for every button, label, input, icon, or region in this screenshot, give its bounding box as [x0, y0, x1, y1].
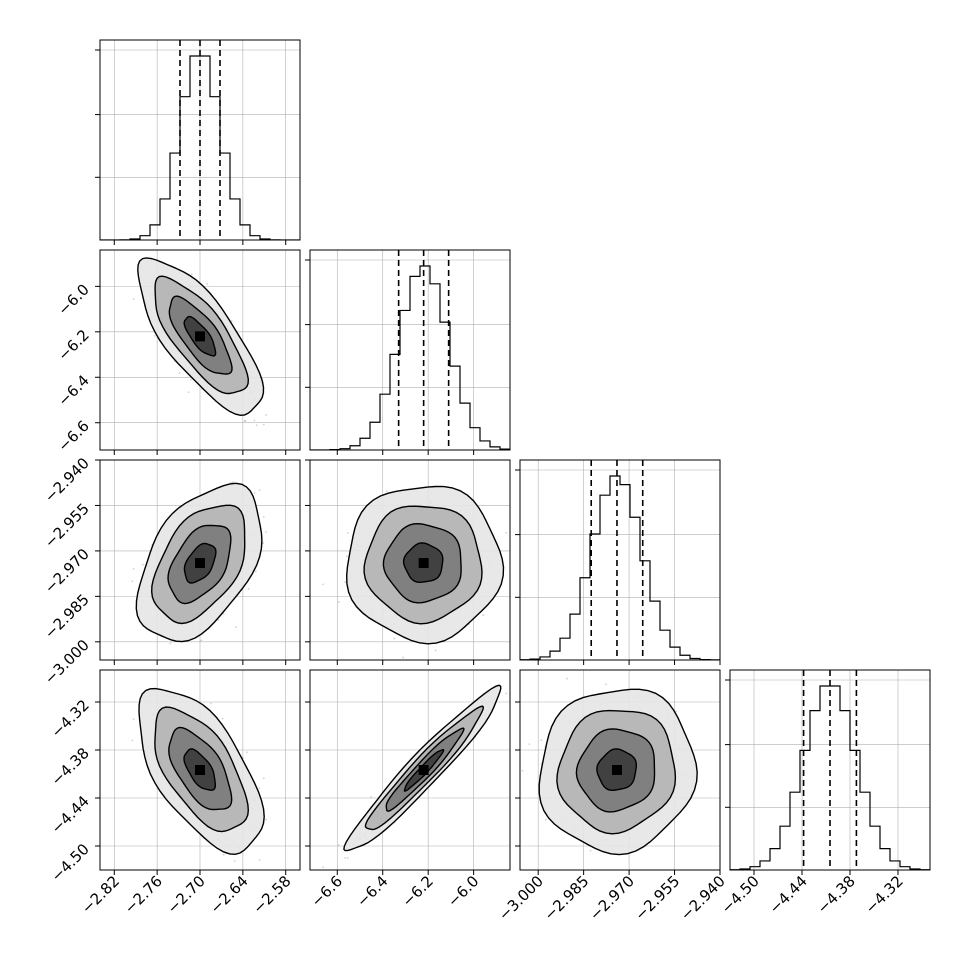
histogram-p2	[520, 475, 720, 660]
y-tick-label: −2.985	[41, 590, 93, 642]
scatter-point	[402, 656, 404, 659]
scatter-point	[244, 419, 246, 422]
scatter-point	[206, 283, 209, 285]
y-tick-label: −6.2	[54, 326, 92, 364]
scatter-point	[393, 637, 396, 640]
scatter-point	[344, 581, 346, 584]
scatter-point	[131, 580, 134, 583]
scatter-point	[190, 273, 193, 275]
y-tick-label: −6.0	[54, 280, 92, 318]
panel-2-1	[309, 459, 514, 661]
scatter-point	[262, 515, 265, 518]
scatter-point	[187, 391, 190, 394]
panel-1-1	[305, 249, 511, 451]
panel-frame	[519, 459, 721, 661]
contours	[345, 485, 505, 645]
scatter-point	[254, 570, 257, 573]
y-tick-label: −6.6	[54, 417, 92, 455]
scatter-point	[265, 413, 267, 416]
scatter-point	[385, 490, 388, 493]
scatter-point	[346, 532, 349, 534]
y-tick-label: −2.970	[41, 545, 93, 597]
panel-1-0	[99, 249, 301, 451]
density-peak	[195, 331, 205, 342]
scatter-point	[262, 542, 265, 544]
scatter-point	[262, 423, 265, 426]
scatter-point	[265, 530, 267, 533]
scatter-point	[132, 298, 135, 300]
density-peak	[418, 558, 429, 569]
scatter-point	[244, 420, 247, 422]
scatter-point	[322, 583, 325, 586]
panel-2-0	[99, 459, 301, 661]
scatter-point	[345, 555, 348, 558]
scatter-point	[247, 588, 250, 590]
scatter-point	[217, 619, 220, 621]
y-tick-label: −2.940	[41, 454, 93, 506]
scatter-point	[178, 372, 181, 375]
scatter-point	[337, 600, 340, 603]
scatter-point	[253, 492, 256, 494]
scatter-point	[141, 563, 144, 566]
contours	[135, 482, 263, 643]
scatter-point	[132, 567, 135, 570]
scatter-point	[200, 639, 203, 642]
panel-background	[520, 460, 720, 660]
scatter-point	[189, 378, 192, 381]
panel-2-2	[515, 459, 721, 661]
y-tick-label: −6.4	[54, 371, 92, 409]
contours	[137, 257, 265, 417]
scatter-point	[482, 614, 485, 617]
panel-frame	[309, 459, 511, 661]
scatter-point	[232, 480, 235, 483]
scatter-point	[235, 626, 237, 629]
scatter-point	[434, 649, 437, 652]
scatter-point	[230, 320, 233, 322]
scatter-point	[258, 489, 261, 492]
scatter-point	[253, 419, 256, 422]
histogram-p1	[310, 265, 510, 450]
y-tick-label: −2.955	[41, 500, 93, 552]
scatter-point	[255, 424, 258, 427]
panel-0-0	[95, 39, 301, 241]
panel-3-0	[99, 669, 301, 871]
scatter-point	[169, 642, 172, 645]
scatter-point	[229, 481, 232, 484]
y-tick-label: −3.000	[41, 636, 93, 688]
scatter-point	[512, 560, 514, 562]
panel-frame	[309, 249, 511, 451]
scatter-point	[505, 531, 508, 534]
scatter-point	[153, 334, 156, 337]
density-peak	[195, 558, 205, 569]
